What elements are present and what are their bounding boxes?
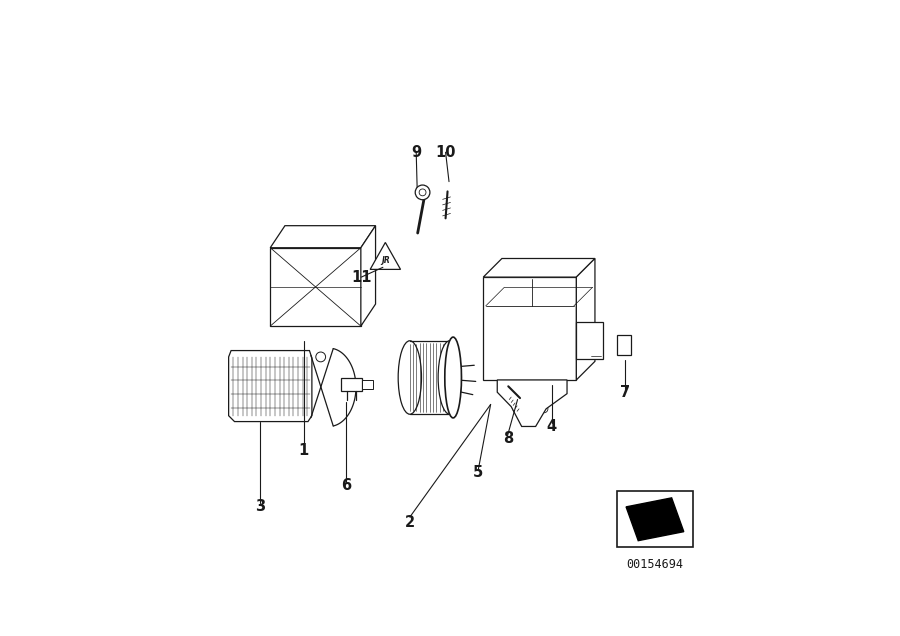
Text: 10: 10 (436, 145, 455, 160)
Polygon shape (617, 335, 631, 356)
Circle shape (540, 405, 548, 413)
Polygon shape (483, 258, 595, 277)
Circle shape (529, 405, 537, 413)
Polygon shape (229, 350, 312, 422)
Polygon shape (576, 258, 595, 380)
Circle shape (316, 352, 326, 362)
Polygon shape (626, 498, 684, 541)
Text: JR: JR (381, 256, 390, 265)
Text: 11: 11 (351, 270, 372, 284)
Text: 00154694: 00154694 (626, 558, 683, 571)
Text: 1: 1 (299, 443, 309, 459)
Polygon shape (270, 226, 375, 248)
Circle shape (419, 189, 426, 196)
Polygon shape (497, 380, 567, 427)
Ellipse shape (398, 341, 421, 414)
Text: 8: 8 (502, 431, 513, 446)
Text: 4: 4 (547, 419, 557, 434)
Polygon shape (270, 248, 361, 326)
Bar (617, 491, 693, 548)
Circle shape (513, 405, 521, 413)
Text: 2: 2 (405, 515, 415, 530)
Text: 7: 7 (620, 385, 630, 399)
Ellipse shape (438, 341, 462, 414)
Polygon shape (576, 322, 603, 359)
Circle shape (487, 315, 504, 332)
Text: 3: 3 (256, 499, 266, 514)
Text: 6: 6 (341, 478, 351, 493)
Polygon shape (483, 277, 576, 380)
Circle shape (415, 185, 430, 200)
Ellipse shape (445, 337, 462, 418)
Circle shape (621, 343, 626, 349)
Text: 5: 5 (473, 466, 483, 480)
Polygon shape (341, 378, 362, 391)
Polygon shape (362, 380, 373, 389)
Polygon shape (361, 226, 375, 326)
Text: 9: 9 (411, 145, 421, 160)
Polygon shape (370, 242, 400, 270)
